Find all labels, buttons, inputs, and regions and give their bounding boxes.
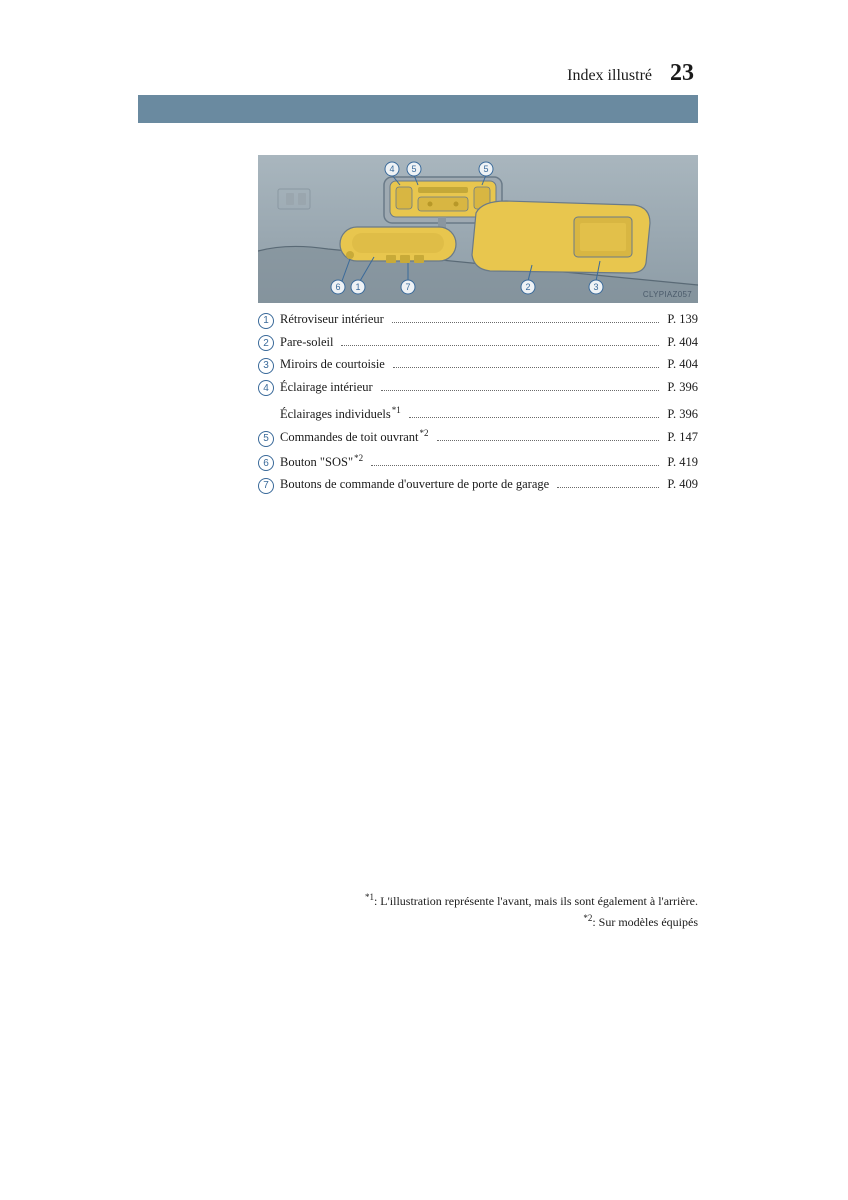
- toc-leader-dots: [381, 381, 660, 391]
- toc-row: 7 Boutons de commande d'ouverture de port…: [258, 474, 698, 497]
- toc-label: Bouton "SOS"*2: [280, 453, 363, 470]
- footnote: *1: L'illustration représente l'avant, m…: [138, 890, 698, 911]
- toc-number-badge: 4: [258, 380, 274, 396]
- header-bar: [138, 95, 698, 123]
- toc-label: Rétroviseur intérieur: [280, 312, 384, 327]
- toc-list: 1 Rétroviseur intérieur P. 139 2 Pare-soleil…: [258, 309, 698, 497]
- toc-number-badge: 6: [258, 455, 274, 471]
- page-header: Index illustré 23: [138, 60, 698, 87]
- svg-text:5: 5: [483, 164, 488, 174]
- toc-superscript: *1: [392, 405, 401, 415]
- page-number: 23: [670, 60, 694, 87]
- toc-label: Éclairages individuels*1: [280, 405, 401, 422]
- toc-row: 2 Pare-soleil P. 404: [258, 332, 698, 355]
- toc-leader-dots: [392, 313, 660, 323]
- toc-page-ref: P. 139: [667, 312, 698, 327]
- toc-leader-dots: [409, 408, 660, 418]
- toc-page-ref: P. 409: [667, 477, 698, 492]
- footnote-text: : Sur modèles équipés: [592, 915, 698, 929]
- toc-label: Commandes de toit ouvrant*2: [280, 428, 429, 445]
- svg-text:4: 4: [389, 164, 394, 174]
- svg-text:1: 1: [355, 282, 360, 292]
- toc-leader-dots: [393, 358, 660, 368]
- svg-text:2: 2: [525, 282, 530, 292]
- toc-row: 3 Miroirs de courtoisie P. 404: [258, 354, 698, 377]
- toc-row: 1 Rétroviseur intérieur P. 139: [258, 309, 698, 332]
- illustration-code: CLYPIAZ057: [643, 290, 692, 299]
- page-content: Index illustré 23: [138, 60, 698, 497]
- svg-text:6: 6: [335, 282, 340, 292]
- toc-number-badge: 3: [258, 358, 274, 374]
- svg-text:3: 3: [593, 282, 598, 292]
- toc-page-ref: P. 404: [667, 357, 698, 372]
- toc-leader-dots: [341, 336, 659, 346]
- footnotes: *1: L'illustration représente l'avant, m…: [138, 890, 698, 933]
- ceiling-illustration: 4 5 5 6 1 7 2 3 CLYPIAZ057: [258, 155, 698, 303]
- toc-number-badge: [258, 402, 274, 418]
- footnote-text: : L'illustration représente l'avant, mai…: [374, 894, 698, 908]
- toc-leader-dots: [557, 478, 659, 488]
- svg-text:7: 7: [405, 282, 410, 292]
- toc-page-ref: P. 404: [667, 335, 698, 350]
- section-title: Index illustré: [567, 67, 652, 85]
- toc-row: 6 Bouton "SOS"*2 P. 419: [258, 450, 698, 475]
- toc-label: Éclairage intérieur: [280, 380, 373, 395]
- toc-number-badge: 7: [258, 478, 274, 494]
- footnote: *2: Sur modèles équipés: [138, 911, 698, 932]
- toc-row: Éclairages individuels*1 P. 396: [258, 399, 698, 425]
- ceiling-diagram-svg: 4 5 5 6 1 7 2 3: [258, 155, 698, 303]
- toc-superscript: *2: [354, 453, 363, 463]
- toc-page-ref: P. 396: [667, 380, 698, 395]
- toc-number-badge: 1: [258, 313, 274, 329]
- footnote-superscript: *2: [583, 913, 592, 923]
- toc-number-badge: 5: [258, 431, 274, 447]
- toc-label: Miroirs de courtoisie: [280, 357, 385, 372]
- toc-page-ref: P. 396: [667, 407, 698, 422]
- toc-page-ref: P. 147: [667, 430, 698, 445]
- svg-text:5: 5: [411, 164, 416, 174]
- toc-label: Pare-soleil: [280, 335, 333, 350]
- toc-row: 4 Éclairage intérieur P. 396: [258, 377, 698, 400]
- toc-number-badge: 2: [258, 335, 274, 351]
- footnote-superscript: *1: [365, 892, 374, 902]
- toc-leader-dots: [371, 456, 659, 466]
- toc-row: 5 Commandes de toit ouvrant*2 P. 147: [258, 425, 698, 450]
- toc-page-ref: P. 419: [667, 455, 698, 470]
- toc-label: Boutons de commande d'ouverture de porte…: [280, 477, 549, 492]
- toc-superscript: *2: [420, 428, 429, 438]
- toc-leader-dots: [437, 431, 660, 441]
